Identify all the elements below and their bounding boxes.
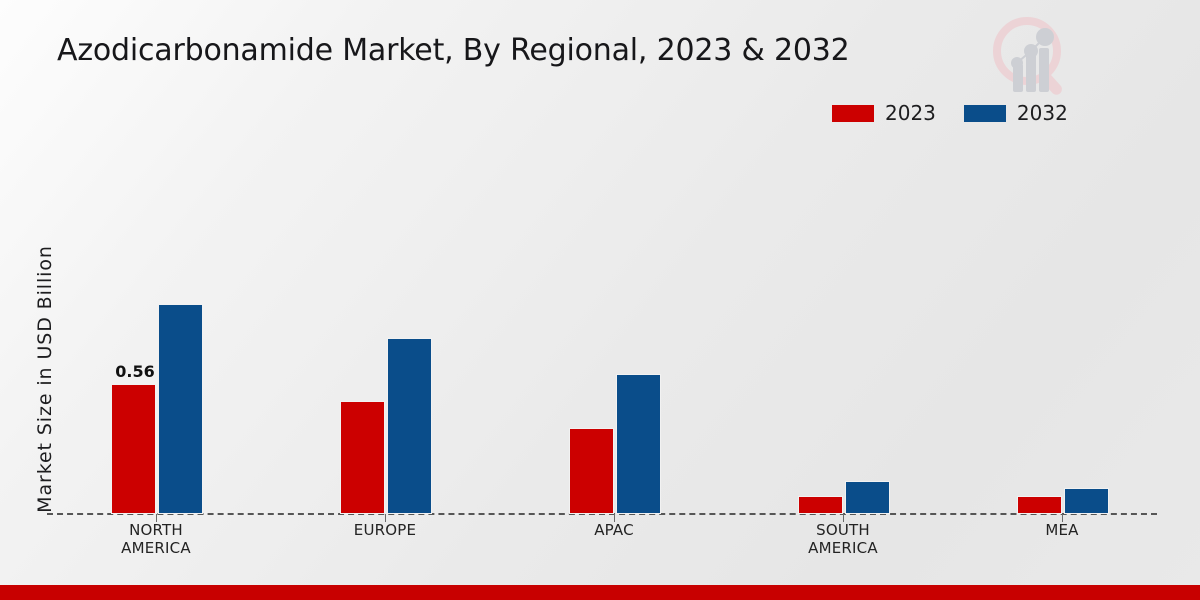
bar-2023-europe[interactable] bbox=[340, 401, 385, 514]
legend-item-2023[interactable]: 2023 bbox=[832, 103, 936, 123]
axis-tick-mea bbox=[1062, 514, 1063, 522]
category-label-apac: APAC bbox=[514, 521, 714, 539]
axis-tick-north-america bbox=[156, 514, 157, 522]
bars-row-south-america bbox=[798, 481, 890, 514]
category-label-line-2: AMERICA bbox=[808, 539, 878, 557]
x-axis-baseline bbox=[47, 513, 1157, 515]
category-label-line-2: AMERICA bbox=[121, 539, 191, 557]
bar-2032-north-america[interactable] bbox=[158, 304, 203, 514]
category-label-line-1: NORTH bbox=[129, 521, 183, 539]
category-label-line-1: APAC bbox=[594, 521, 634, 539]
footer-bar bbox=[0, 585, 1200, 600]
bar-2032-mea[interactable] bbox=[1064, 488, 1109, 514]
bar-2032-south-america[interactable] bbox=[845, 481, 890, 514]
category-label-europe: EUROPE bbox=[285, 521, 485, 539]
bar-2032-apac[interactable] bbox=[616, 374, 661, 514]
watermark-logo bbox=[983, 10, 1079, 106]
category-label-mea: MEA bbox=[962, 521, 1162, 539]
legend-label-2032: 2032 bbox=[1016, 101, 1068, 125]
category-label-line-1: EUROPE bbox=[353, 521, 417, 539]
axis-tick-europe bbox=[385, 514, 386, 522]
legend-swatch-2032 bbox=[963, 104, 1006, 122]
bar-2023-north-america[interactable] bbox=[111, 384, 156, 514]
magnifier-chart-icon bbox=[993, 17, 1062, 95]
chart-title: Azodicarbonamide Market, By Regional, 20… bbox=[57, 33, 850, 68]
bar-2032-europe[interactable] bbox=[387, 338, 432, 514]
category-label-line-1: MEA bbox=[1045, 521, 1079, 539]
axis-tick-south-america bbox=[843, 514, 844, 522]
legend-item-2032[interactable]: 2032 bbox=[963, 101, 1068, 125]
category-label-south-america: SOUTH AMERICA bbox=[743, 521, 943, 557]
bar-2023-apac[interactable] bbox=[569, 428, 614, 514]
axis-tick-apac bbox=[614, 514, 615, 522]
chart-legend: 2023 2032 bbox=[832, 103, 1068, 123]
category-label-line-1: SOUTH bbox=[816, 521, 870, 539]
bars-row-europe bbox=[340, 338, 432, 514]
bars-row-apac bbox=[569, 374, 661, 514]
bars-row-mea bbox=[1017, 488, 1109, 514]
legend-label-2023: 2023 bbox=[885, 101, 936, 125]
category-label-north-america: NORTH AMERICA bbox=[56, 521, 256, 557]
bar-2023-mea[interactable] bbox=[1017, 496, 1062, 514]
bar-2023-south-america[interactable] bbox=[798, 496, 843, 514]
legend-swatch-2023 bbox=[832, 104, 874, 122]
bars-row-north-america bbox=[111, 304, 203, 514]
